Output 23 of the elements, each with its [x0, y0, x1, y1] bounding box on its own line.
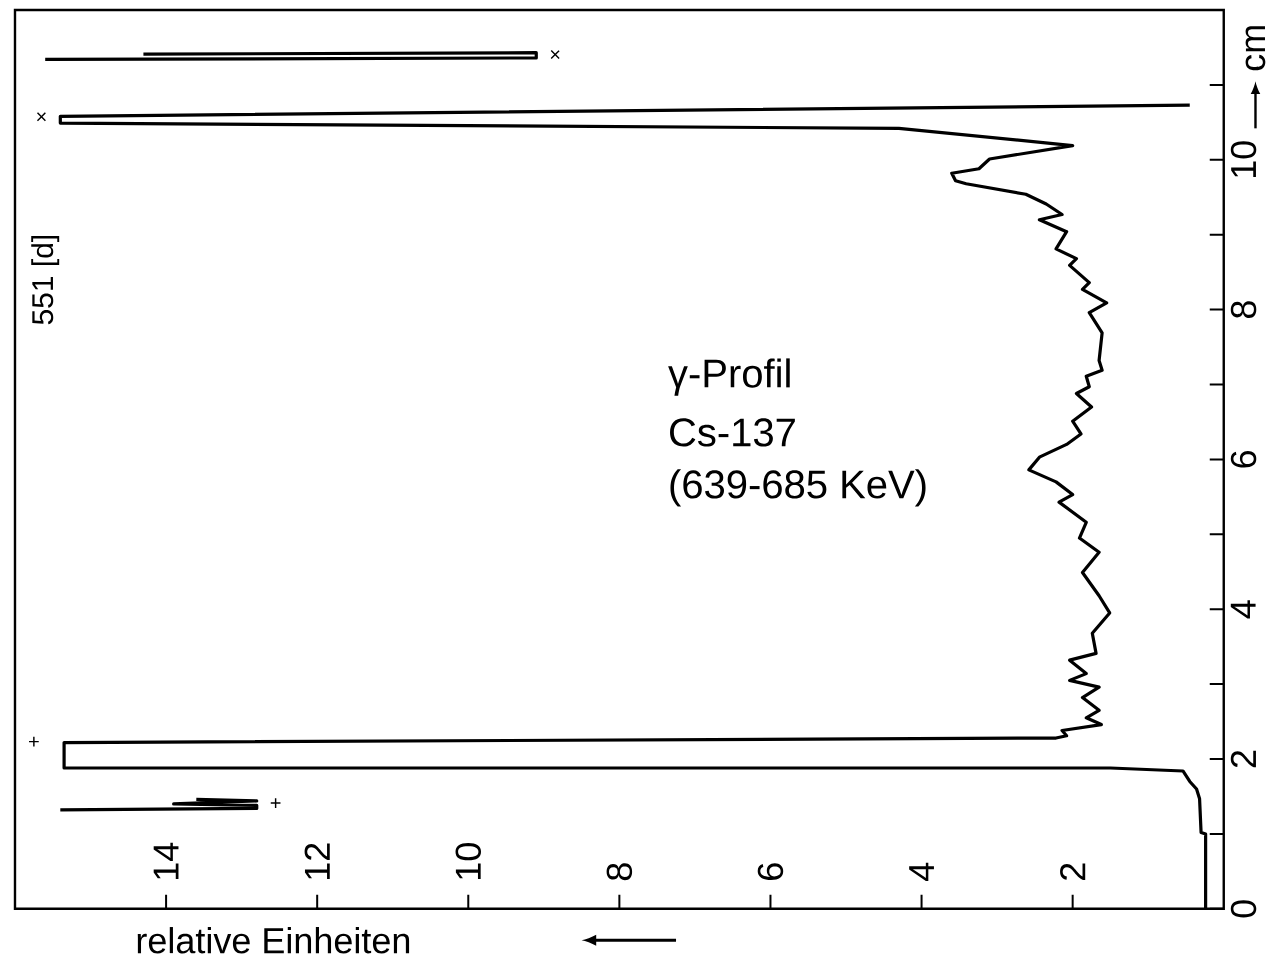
annotation: +: [270, 798, 281, 809]
y-tick-label: 6: [1230, 451, 1257, 468]
x-axis-title: relative Einheiten: [137, 927, 410, 954]
y-tick-label: 10: [1230, 141, 1257, 178]
x-tick-label: 6: [757, 863, 784, 881]
x-tick-label: 10: [455, 843, 482, 880]
y-tick-label: 4: [1230, 600, 1256, 619]
annotation: ×: [36, 112, 46, 122]
y-tick-label: 2: [1230, 750, 1256, 768]
x-tick-label: 12: [304, 843, 330, 880]
y-axis-title: cm: [1245, 26, 1266, 71]
annotation: +: [29, 736, 39, 747]
annotation: Cs-137: [670, 418, 795, 447]
annotation: ×: [550, 50, 560, 60]
x-tick-label: 8: [606, 863, 633, 881]
annotation: 551 [d]: [31, 236, 60, 325]
x-tick-label: 14: [153, 842, 179, 880]
annotation: (639-685 KeV): [670, 469, 926, 507]
x-tick-label: 4: [909, 862, 934, 882]
x-tick-label: 2: [1060, 863, 1086, 881]
annotation: γ-Profil: [668, 358, 790, 396]
y-tick-label: 0: [1230, 900, 1257, 918]
y-tick-label: 8: [1230, 301, 1257, 319]
